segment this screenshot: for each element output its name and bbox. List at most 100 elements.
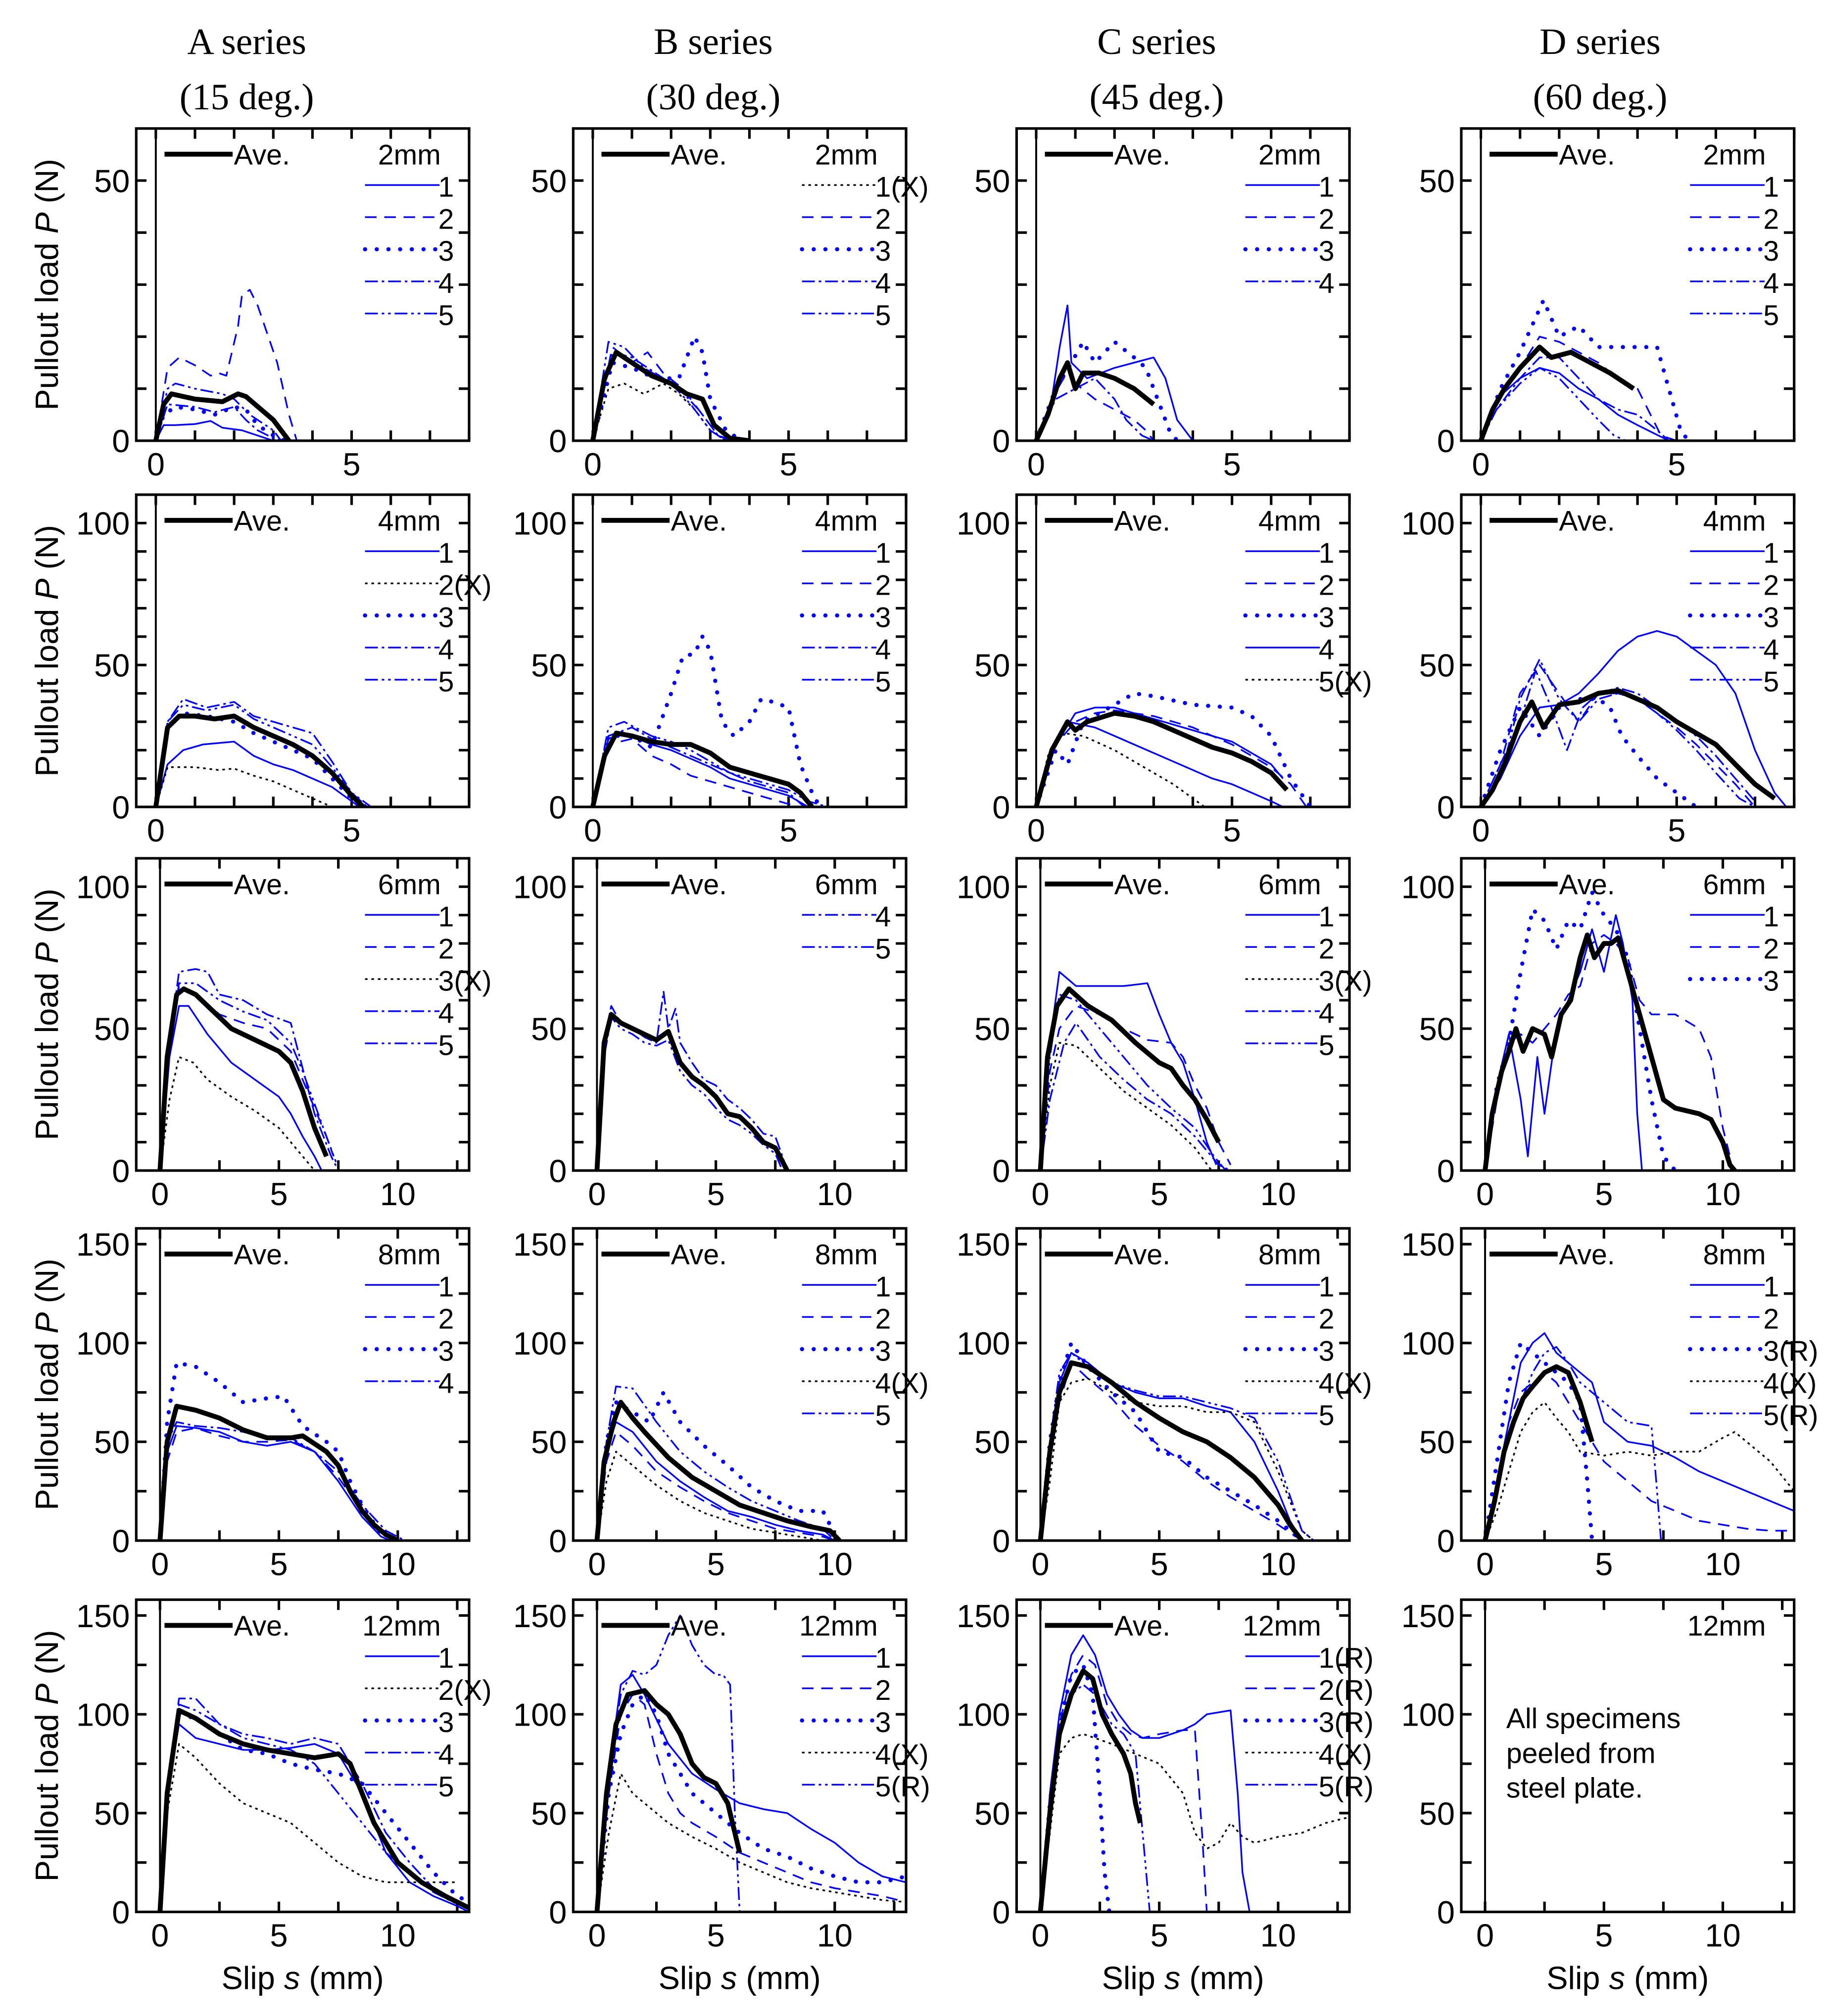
y-tick-label: 100 xyxy=(957,506,1010,542)
x-tick-label: 10 xyxy=(817,1546,853,1582)
x-tick-label: 0 xyxy=(1031,1918,1049,1954)
x-tick-label: 5 xyxy=(707,1176,725,1212)
y-tick-label: 100 xyxy=(1401,1697,1455,1733)
legend-label: 4 xyxy=(1319,997,1335,1029)
y-tick-label: 150 xyxy=(957,1226,1010,1263)
average-line xyxy=(157,1708,469,1912)
legend-average-label: Ave. xyxy=(1559,139,1615,171)
legend-label: 5 xyxy=(1319,1030,1335,1061)
average-line xyxy=(1479,688,1776,807)
legend-label: 3 xyxy=(438,1707,454,1738)
y-tick-label: 0 xyxy=(549,1894,567,1930)
y-tick-label: 0 xyxy=(112,1153,130,1189)
plot-frame xyxy=(1015,127,1351,442)
x-axis-label-suffix: (mm) xyxy=(300,1960,384,1996)
series-line-4 xyxy=(1039,1022,1231,1171)
size-label: 12mm xyxy=(799,1610,878,1642)
series-line-5r xyxy=(1484,1346,1662,1541)
plot-frame xyxy=(572,857,908,1172)
average-line xyxy=(1483,1364,1594,1541)
series-line-3 xyxy=(1034,339,1179,441)
series-line-3r xyxy=(1483,1341,1594,1541)
legend-label: 4 xyxy=(1319,268,1335,299)
series-line-4 xyxy=(592,726,805,807)
size-label: 6mm xyxy=(1258,869,1321,901)
y-tick-label: 150 xyxy=(513,1226,567,1263)
series-line-2x xyxy=(155,766,333,807)
x-tick-label: 0 xyxy=(1472,446,1490,482)
series-lines xyxy=(594,990,790,1171)
legend-average-label: Ave. xyxy=(671,1239,727,1271)
x-tick-label: 10 xyxy=(1260,1918,1296,1954)
legend-label: 3 xyxy=(1763,965,1779,997)
series-line-4 xyxy=(155,403,286,441)
series-line-5 xyxy=(159,982,337,1171)
x-axis-label-var: s xyxy=(721,1960,737,1996)
legend-label: 5 xyxy=(1763,666,1779,698)
legend-average-label: Ave. xyxy=(671,869,727,901)
series-line-4 xyxy=(1035,377,1154,441)
series-line-5 xyxy=(592,721,828,807)
series-line-5 xyxy=(592,341,726,441)
legend-label: 4(X) xyxy=(875,1367,929,1399)
legend-label: 5(R) xyxy=(1319,1771,1374,1803)
y-axis-label-var: P xyxy=(29,1312,65,1333)
legend-label: 2 xyxy=(438,1303,454,1335)
series-lines xyxy=(1479,630,1787,807)
series-lines xyxy=(1034,691,1313,807)
legend-label: 4(X) xyxy=(1319,1739,1372,1771)
series-line-4 xyxy=(159,1697,458,1912)
x-axis-label-var: s xyxy=(1164,1960,1180,1996)
legend-average-label: Ave. xyxy=(671,139,727,171)
x-tick-label: 0 xyxy=(588,1918,606,1954)
legend-label: 5 xyxy=(438,1030,454,1061)
series-line-3 xyxy=(595,1390,837,1541)
series-line-1 xyxy=(592,732,809,807)
legend-label: 1 xyxy=(1763,1271,1779,1303)
legend-label: 3 xyxy=(875,1707,891,1738)
series-lines xyxy=(1483,1332,1794,1541)
x-tick-label: 10 xyxy=(1260,1546,1296,1582)
series-line-4x xyxy=(1039,1733,1350,1912)
legend-average-label: Ave. xyxy=(671,506,727,537)
legend-average-label: Ave. xyxy=(1114,1239,1170,1271)
y-tick-label: 50 xyxy=(1419,1011,1455,1047)
legend-average-label: Ave. xyxy=(1559,506,1615,537)
x-tick-label: 5 xyxy=(270,1546,288,1582)
legend-label: 3 xyxy=(1763,602,1779,633)
header-d-title: D series xyxy=(1539,21,1661,62)
legend-label: 4 xyxy=(438,634,454,665)
series-line-2 xyxy=(592,738,801,807)
size-label: 2mm xyxy=(815,139,878,171)
series-line-3 xyxy=(595,1692,907,1912)
legend-label: 2 xyxy=(1319,570,1335,602)
x-tick-label: 0 xyxy=(1031,1176,1049,1212)
y-tick-label: 50 xyxy=(531,163,567,199)
series-line-1 xyxy=(159,1723,469,1912)
plot-frame xyxy=(1460,857,1796,1172)
legend-label: 5 xyxy=(875,666,891,698)
size-label: 8mm xyxy=(815,1239,878,1271)
size-label: 4mm xyxy=(1258,506,1321,537)
x-tick-label: 5 xyxy=(707,1546,725,1582)
series-lines xyxy=(1478,298,1691,441)
y-tick-label: 50 xyxy=(531,1795,567,1831)
y-tick-label: 100 xyxy=(957,1325,1010,1361)
series-line-4x xyxy=(596,1773,907,1912)
legend-label: 1 xyxy=(1763,901,1779,933)
y-tick-label: 0 xyxy=(992,1523,1010,1559)
x-tick-label: 0 xyxy=(1031,1546,1049,1582)
x-tick-label: 5 xyxy=(780,446,798,482)
series-line-1 xyxy=(596,1674,907,1912)
series-line-1 xyxy=(159,1005,323,1171)
x-axis-label-var: s xyxy=(1609,1960,1625,1996)
size-label: 12mm xyxy=(1687,1610,1766,1642)
series-line-1 xyxy=(155,420,274,441)
legend-label: 1(R) xyxy=(1319,1642,1374,1674)
legend-label: 5 xyxy=(875,934,891,965)
legend-label: 2 xyxy=(438,934,454,965)
